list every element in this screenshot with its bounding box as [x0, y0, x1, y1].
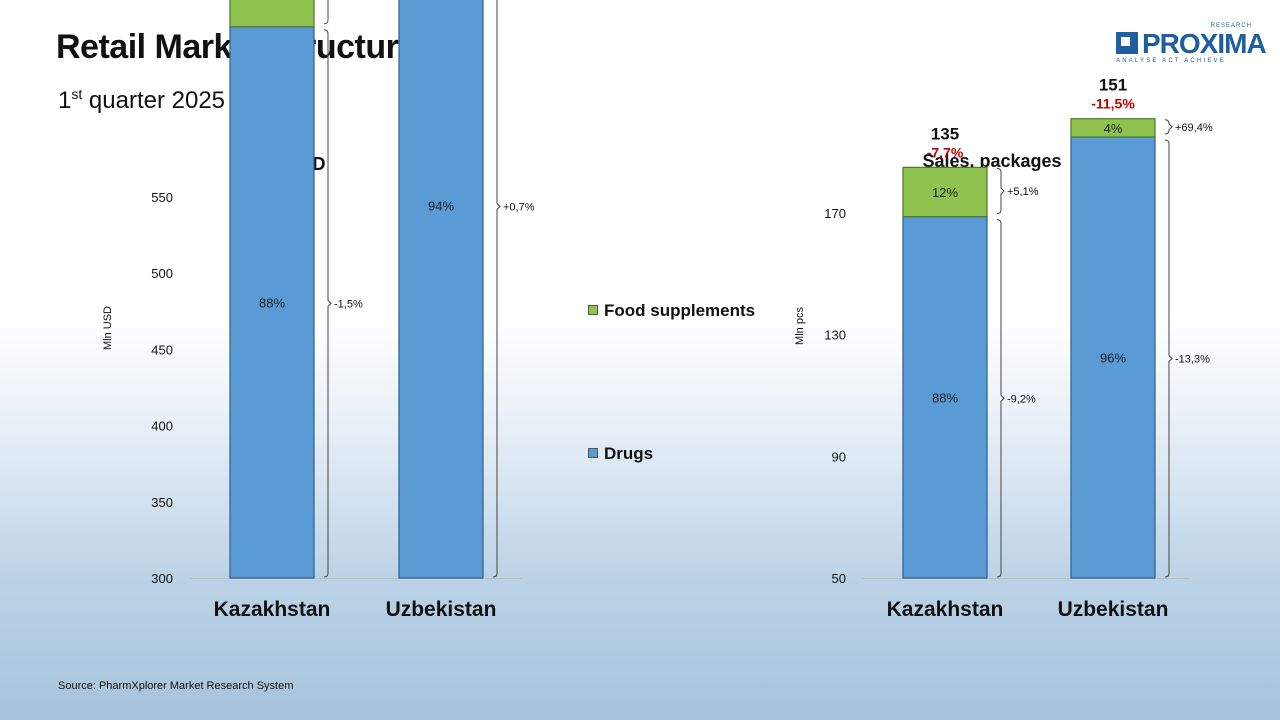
chart2-y-tick-label: 130 [824, 328, 846, 343]
chart2-food-uzbekistan-growth-label: +69,4% [1175, 122, 1213, 134]
chart1-bar-drugs-uzbekistan [398, 0, 484, 579]
source-note: Source: PharmXplorer Market Research Sys… [58, 680, 294, 692]
chart1-y-tick-label: 500 [151, 266, 173, 281]
chart2-food-kazakhstan-growth-label: +5,1% [1007, 186, 1039, 198]
chart1-y-tick-label: 300 [151, 571, 173, 586]
legend-drugs: Drugs [588, 444, 653, 464]
logo-tagline: ANALYSE ACT ACHIEVE [1116, 58, 1226, 64]
chart2-y-tick-label: 90 [832, 449, 846, 464]
chart2-total-label: 151 [1099, 76, 1127, 95]
chart2-food-uzbekistan-bracket [1164, 119, 1173, 135]
chart1-share-drugs-label: 88% [259, 295, 285, 310]
chart2-share-food-label: 12% [932, 185, 958, 200]
chart1-drugs-uzbekistan-growth-label: +0,7% [503, 202, 535, 214]
chart2-share-food-label: 4% [1104, 121, 1123, 136]
chart2-y-axis-label: Mln pcs [794, 307, 806, 345]
chart1-y-tick-label: 400 [151, 419, 173, 434]
proxima-logo: PROXIMA RESEARCH ANALYSE ACT ACHIEVE [1114, 23, 1267, 68]
subtitle-ordinal: st [71, 86, 83, 102]
chart2-category-label: Kazakhstan [887, 598, 1004, 621]
chart2-bar-food-kazakhstan [902, 166, 988, 218]
chart1-drugs-kazakhstan-bracket [323, 29, 332, 578]
chart2-bar-drugs-uzbekistan [1070, 136, 1156, 579]
chart1-bar-food-kazakhstan [229, 0, 315, 28]
chart1-category-label: Kazakhstan [214, 598, 331, 621]
chart2-y-tick-label: 50 [832, 571, 846, 586]
chart2-share-drugs-label: 96% [1100, 350, 1126, 365]
chart2-drugs-kazakhstan-growth-label: -9,2% [1007, 393, 1036, 405]
chart2-total-growth-label: -11,5% [1091, 96, 1135, 112]
logo-research: RESEARCH [1210, 23, 1252, 29]
chart1-y-axis-label: Mln USD [102, 306, 114, 350]
chart2-bar-food-uzbekistan [1070, 118, 1156, 138]
chart1-y-tick-label: 450 [151, 342, 173, 357]
logo-square-icon [1116, 32, 1138, 54]
chart1-bar-drugs-kazakhstan [229, 26, 315, 579]
legend-food-label: Food supplements [604, 301, 756, 320]
logo-name: PROXIMA [1142, 28, 1267, 59]
chart1-y-tick-label: 550 [151, 190, 173, 205]
chart2-total-label: 135 [931, 124, 959, 143]
chart1-drugs-uzbekistan-bracket [492, 0, 501, 578]
chart2-share-drugs-label: 88% [932, 390, 958, 405]
chart2-y-tick-label: 170 [824, 206, 846, 221]
chart2-title: Sales, packages [922, 151, 1061, 171]
chart2-category-label: Uzbekistan [1058, 598, 1169, 621]
chart1-share-drugs-label: 94% [428, 199, 454, 214]
chart2-bar-drugs-kazakhstan [902, 216, 988, 579]
slide-subtitle: 1st quarter 2025 [58, 86, 225, 115]
legend-food-swatch-icon [588, 305, 598, 315]
chart2-drugs-uzbekistan-bracket [1164, 139, 1173, 578]
subtitle-period: quarter 2025 [82, 87, 226, 114]
chart1-food-kazakhstan-bracket [323, 0, 329, 25]
chart1-category-label: Uzbekistan [386, 598, 497, 621]
chart1-y-tick-label: 350 [151, 495, 173, 510]
subtitle-number: 1 [58, 87, 72, 114]
legend-drugs-swatch-icon [588, 448, 598, 458]
chart1-drugs-kazakhstan-growth-label: -1,5% [334, 298, 363, 310]
legend-food-supplements: Food supplements [588, 301, 755, 321]
chart2-food-kazakhstan-bracket [996, 167, 1005, 215]
chart2-total-growth-label: -7,7% [927, 144, 964, 160]
chart2-drugs-uzbekistan-growth-label: -13,3% [1175, 353, 1210, 365]
chart2-drugs-kazakhstan-bracket [996, 219, 1005, 578]
legend-drugs-label: Drugs [604, 444, 654, 463]
